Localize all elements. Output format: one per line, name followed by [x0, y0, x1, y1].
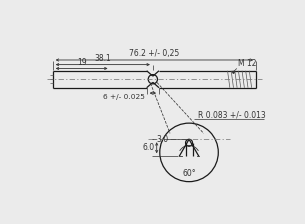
Text: 3.0: 3.0	[156, 135, 169, 144]
Text: 6 +/- 0.025: 6 +/- 0.025	[103, 94, 145, 100]
Text: 60°: 60°	[182, 169, 196, 178]
Text: 38.1: 38.1	[95, 54, 111, 63]
Text: 19: 19	[77, 58, 86, 67]
Text: 76.2 +/- 0,25: 76.2 +/- 0,25	[129, 49, 180, 58]
Text: 6.0: 6.0	[143, 143, 155, 152]
Text: M 12: M 12	[238, 59, 257, 68]
Text: R 0.083 +/- 0.013: R 0.083 +/- 0.013	[198, 110, 266, 119]
